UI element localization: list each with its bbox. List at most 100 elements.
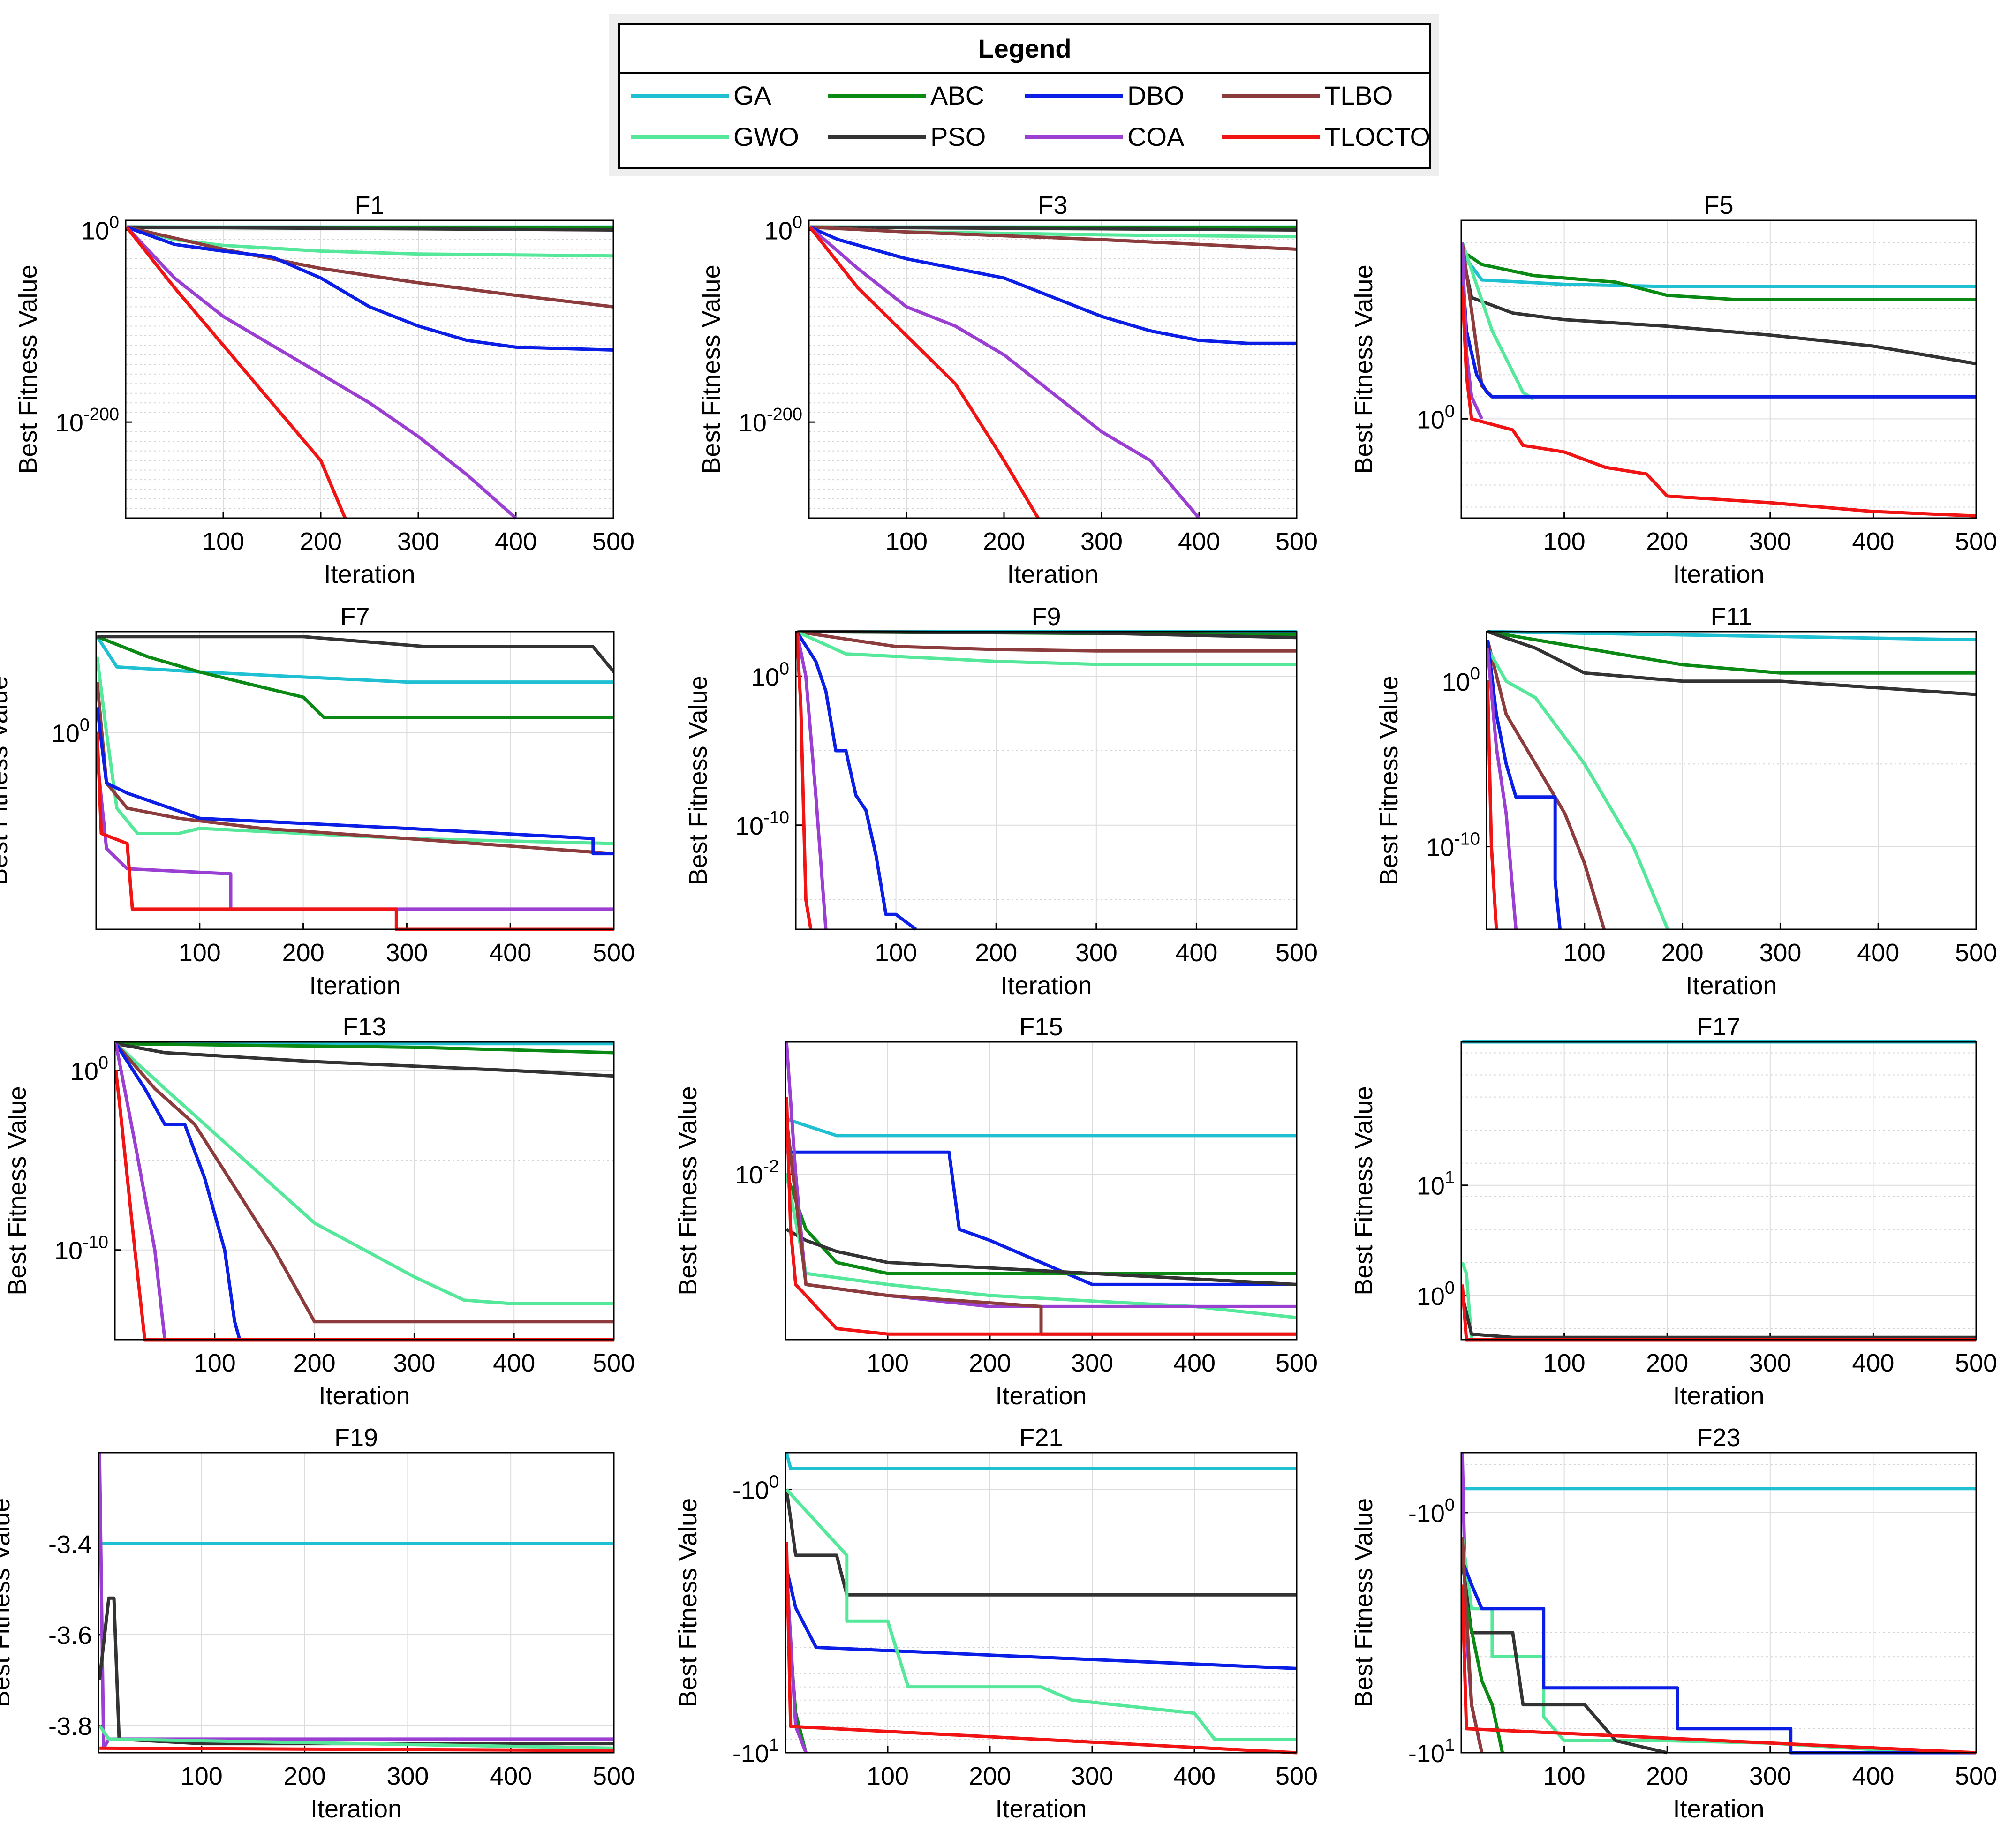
y-axis-label: Best Fitness Value [0,1498,15,1707]
x-axis-label: Iteration [324,560,415,588]
x-tick-label: 500 [593,939,635,967]
chart-f15: 100 200 300 400 500 10-2 F15 Iteration Best Fitn… [674,1013,1318,1410]
x-tick-label: 100 [1543,1762,1586,1790]
legend-item-tlbo: TLBO [1216,77,1417,114]
series-line-dbo [1487,640,1562,930]
chart-title: F19 [334,1424,378,1452]
x-tick-label: 300 [1071,1762,1113,1790]
chart-f7: 100 200 300 400 500 100 F7 Iteration Best Fitnes… [0,603,635,1000]
series-line-tlocto [1461,286,1976,518]
plot-frame [98,1452,615,1754]
series-line-gwo [98,1724,614,1750]
y-tick-label: 100 [1442,664,1480,696]
legend-item-gwo: GWO [625,118,826,156]
x-tick-label: 400 [495,528,537,556]
chart-title: F3 [1038,191,1067,219]
series-line-pso [97,635,614,673]
series-group [1487,630,1976,930]
x-tick-label: 500 [1276,939,1318,967]
x-axis-label: Iteration [995,1795,1087,1823]
x-tick-label: 500 [1276,1349,1318,1377]
y-tick-label: -3.8 [48,1712,92,1741]
series-group [126,225,613,520]
plot-area [98,1453,614,1753]
plot-area [115,1042,614,1340]
y-tick-label: -3.4 [48,1530,92,1559]
series-line-coa [115,1043,166,1340]
series-group [809,225,1297,520]
legend-swatch [828,135,926,139]
x-tick-label: 200 [969,1762,1011,1790]
chart-f1: 100 200 300 400 500 100 10-200 F1 Iteration Best … [14,191,634,588]
chart-f23: 100 200 300 400 500 -100 -101 F23 Iteration Best … [1350,1424,1997,1823]
x-tick-label: 400 [1857,939,1899,967]
legend-label: COA [1127,122,1185,151]
legend-swatch [828,94,926,98]
series-line-ga [786,1117,1297,1138]
chart-f17: 100 200 300 400 500 100 101 F17 Iteration Best Fi… [1350,1013,1997,1410]
series-line-tlocto [99,1746,614,1752]
x-tick-label: 300 [1749,1349,1791,1377]
series-group [1461,1452,1976,1755]
x-tick-label: 100 [867,1349,909,1377]
chart-title: F21 [1019,1424,1063,1452]
legend-swatch [1222,94,1320,98]
series-line-gwo [796,630,1297,666]
legend-item-dbo: DBO [1019,77,1220,114]
x-axis-label: Iteration [1000,972,1092,1000]
legend-label: TLBO [1324,81,1393,110]
y-tick-label: -101 [732,1735,779,1768]
plot-frame [1460,219,1977,519]
series-line-coa [98,1452,614,1750]
series-group [785,1041,1297,1336]
legend-swatch [631,94,729,98]
series-line-pso [810,225,1297,232]
chart-title: F23 [1697,1424,1740,1452]
series-line-pso [115,1042,614,1078]
y-tick-label: 10-10 [735,808,789,840]
series-line-gwo [115,1042,614,1305]
y-tick-label: -100 [732,1472,779,1505]
y-tick-label: 10-10 [1426,829,1480,862]
chart-title: F15 [1019,1013,1063,1041]
plot-frame [1486,631,1977,930]
plot-area [96,632,614,929]
series-line-dbo [126,226,613,352]
x-tick-label: 400 [1175,939,1217,967]
series-line-dbo [96,707,614,856]
x-tick-label: 200 [975,939,1017,967]
plot-area [1487,632,1976,929]
x-tick-label: 200 [282,939,325,967]
plot-frame [1460,1452,1977,1754]
y-axis-label: Best Fitness Value [1350,1086,1378,1295]
plot-area [126,220,613,518]
x-tick-label: 300 [393,1349,435,1377]
series-line-pso [127,225,613,232]
legend-label: GWO [733,122,799,151]
plot-frame [125,219,614,519]
x-axis-label: Iteration [309,972,400,1000]
series-line-coa [796,631,828,930]
chart-f9: 100 200 300 400 500 100 10-10 F9 Iteration Best F… [684,603,1318,1000]
legend-box: Legend GA ABC DBO TLBO GWO [618,23,1431,169]
series-line-tlbo [126,225,613,309]
series-line-tlbo [809,225,1297,251]
x-tick-label: 200 [284,1762,326,1790]
x-tick-label: 100 [875,939,917,967]
x-tick-label: 200 [300,528,342,556]
x-tick-label: 100 [194,1349,236,1377]
y-axis-label: Best Fitness Value [1375,676,1403,885]
x-tick-label: 200 [1646,528,1688,556]
x-tick-label: 300 [385,939,428,967]
x-tick-label: 400 [493,1349,535,1377]
plot-frame [795,631,1298,930]
series-line-dbo [796,631,917,931]
chart-f5: 100 200 300 400 500 100 F5 Iteration Best Fitnes… [1350,191,1997,588]
y-axis-label: Best Fitness Value [0,676,13,885]
x-tick-label: 500 [593,1762,635,1790]
legend-swatch [1025,135,1123,139]
series-line-tlocto [785,1542,1297,1755]
legend-item-abc: ABC [822,77,1023,114]
y-axis-label: Best Fitness Value [674,1086,702,1295]
chart-title: F9 [1031,603,1061,631]
